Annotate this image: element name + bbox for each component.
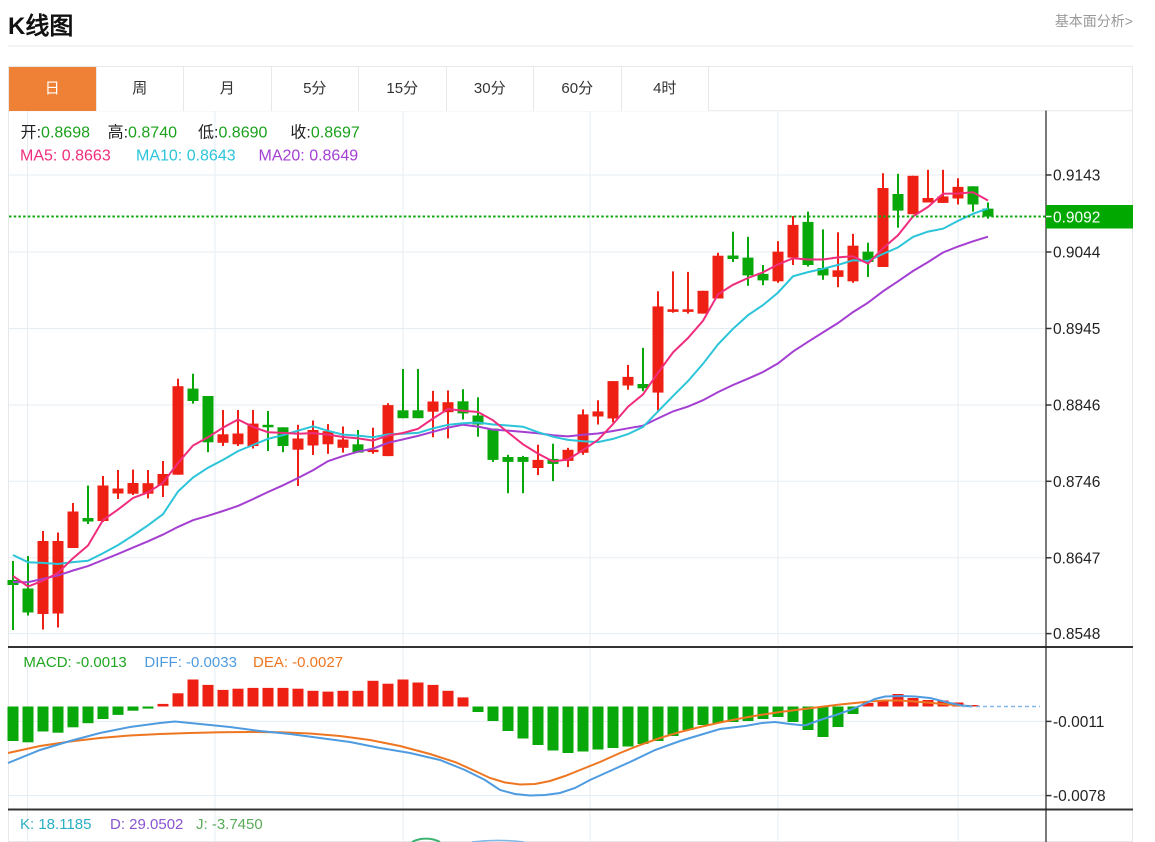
svg-text:0.8945: 0.8945 bbox=[1053, 321, 1100, 338]
svg-text:0.9092: 0.9092 bbox=[1053, 210, 1100, 227]
svg-text:0.9044: 0.9044 bbox=[1053, 245, 1101, 262]
svg-text:-0.0011: -0.0011 bbox=[1053, 714, 1104, 731]
svg-text:-0.0078: -0.0078 bbox=[1053, 788, 1106, 805]
svg-text:0.8548: 0.8548 bbox=[1053, 626, 1100, 643]
svg-text:0.8746: 0.8746 bbox=[1053, 474, 1100, 491]
svg-text:0.8846: 0.8846 bbox=[1053, 398, 1100, 415]
svg-text:0.8647: 0.8647 bbox=[1053, 550, 1100, 567]
svg-text:0.9143: 0.9143 bbox=[1053, 168, 1100, 185]
